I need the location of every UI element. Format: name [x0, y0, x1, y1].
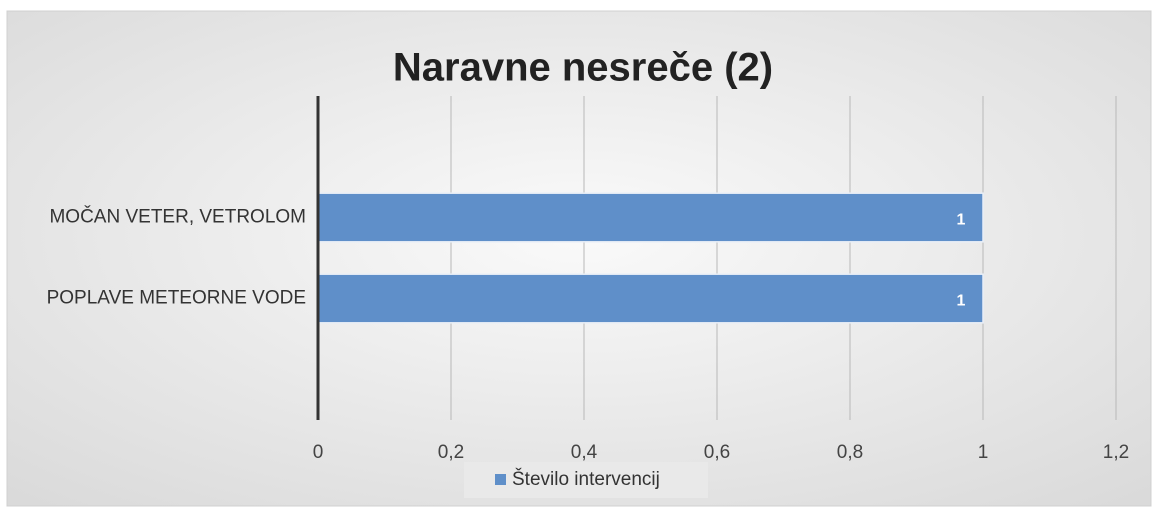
legend-label: Število intervencij: [512, 468, 660, 490]
data-label: 1: [957, 293, 966, 310]
chart-background: [6, 10, 1152, 507]
x-tick-label: 0,6: [704, 442, 730, 463]
bar: [317, 273, 984, 324]
y-tick-label: POPLAVE METEORNE VODE: [47, 288, 306, 309]
x-tick-label: 0,4: [571, 442, 598, 463]
x-tick-label: 1,2: [1103, 442, 1129, 463]
x-tick-label: 0,2: [438, 442, 464, 463]
bar: [317, 192, 984, 243]
data-label: 1: [957, 212, 966, 229]
y-tick-label: MOČAN VETER, VETROLOM: [49, 206, 306, 228]
x-tick-label: 0: [313, 442, 324, 463]
x-tick-label: 1: [978, 442, 989, 463]
chart-title: Naravne nesreče (2): [393, 46, 773, 90]
legend-swatch: [495, 474, 506, 485]
x-tick-label: 0,8: [837, 442, 863, 463]
